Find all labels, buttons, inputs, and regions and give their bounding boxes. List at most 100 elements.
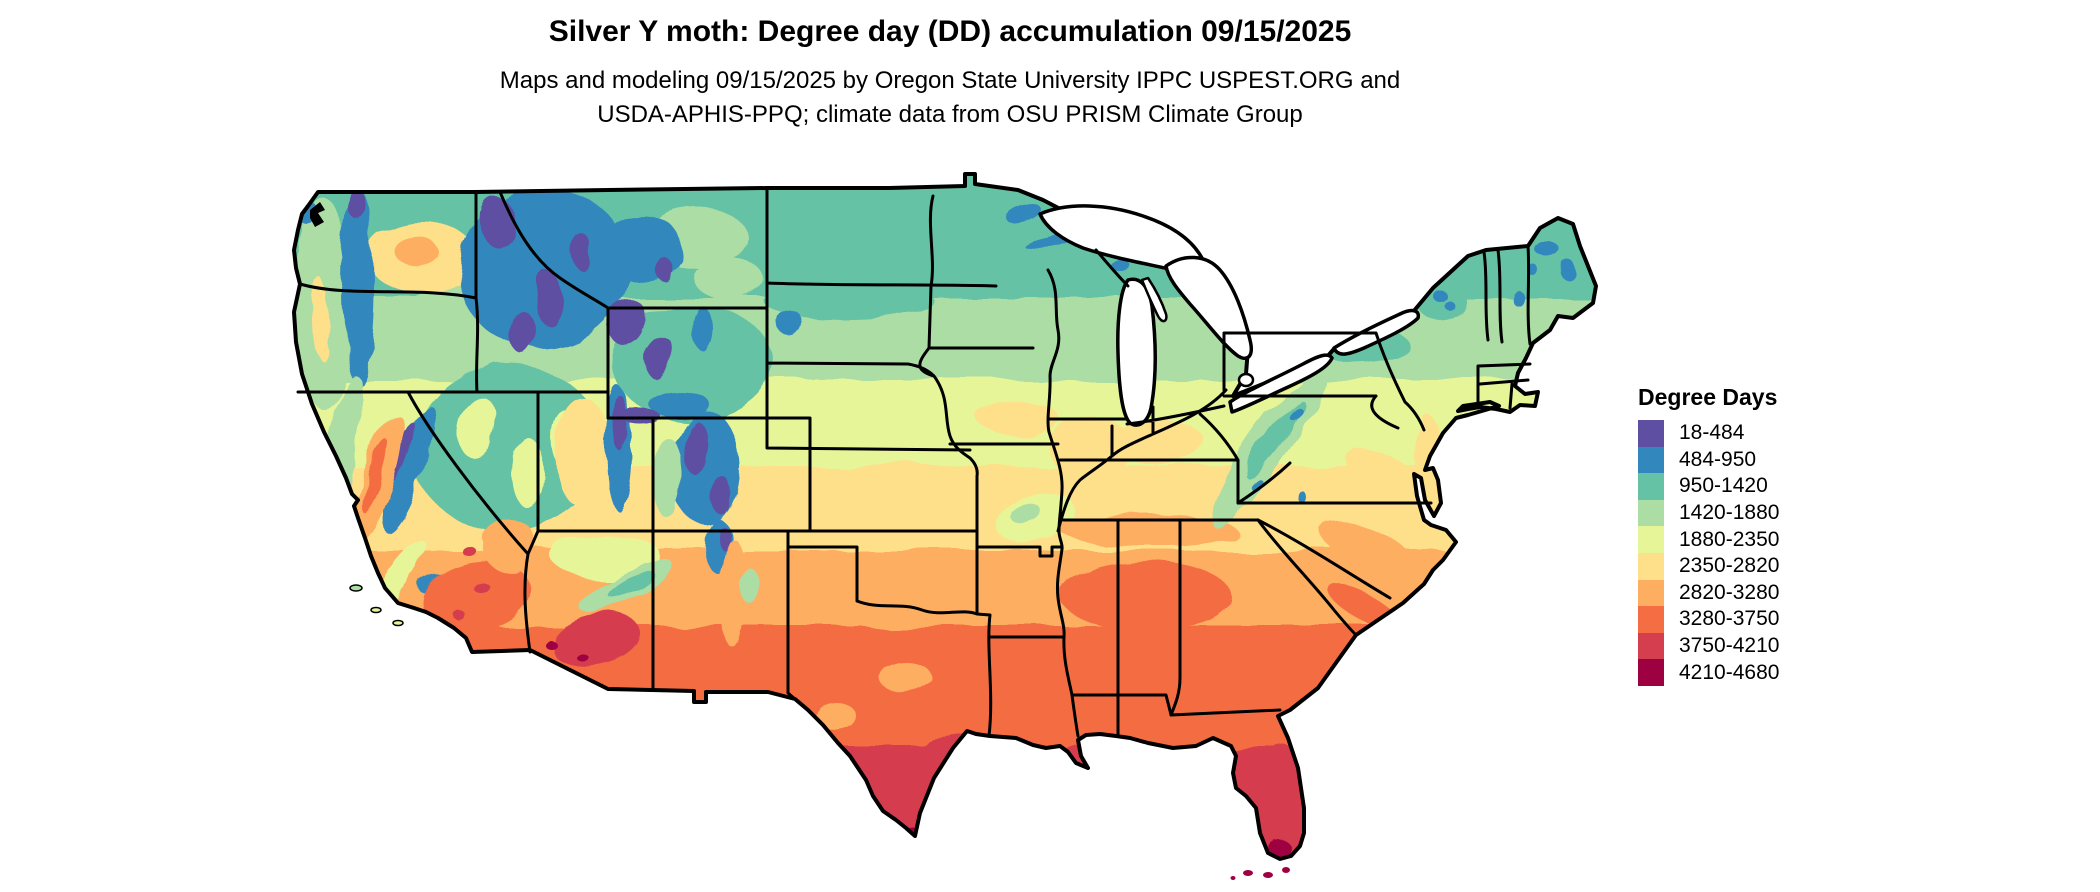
map-color-patch	[472, 580, 488, 592]
map-color-patch	[342, 188, 374, 388]
legend-item: 4210-4680	[1638, 659, 1779, 686]
map-color-patch	[1558, 258, 1574, 278]
map-color-patch	[511, 311, 535, 355]
subtitle-line-1: Maps and modeling 09/15/2025 by Oregon S…	[499, 67, 1401, 94]
legend-swatch	[1638, 579, 1664, 607]
subtitle-line-2: USDA-APHIS-PPQ; climate data from OSU PR…	[597, 101, 1303, 128]
map-color-patch	[1243, 870, 1253, 876]
legend-swatch	[1638, 473, 1664, 500]
map-color-patch	[1345, 449, 1421, 497]
legend-swatch	[1638, 632, 1664, 660]
legend-label: 3750-4210	[1679, 634, 1780, 658]
map-color-patch	[384, 405, 436, 535]
map-color-patch	[1061, 561, 1231, 631]
map-color-patch	[606, 569, 654, 597]
map-color-patch	[542, 638, 554, 646]
map-color-patch	[349, 584, 363, 592]
map-color-patch	[652, 438, 684, 518]
legend-label: 4210-4680	[1679, 660, 1780, 684]
map-color-patch	[1005, 203, 1041, 223]
map-color-patch	[648, 389, 708, 417]
legend-item: 3750-4210	[1638, 632, 1780, 660]
map-color-patch	[920, 729, 968, 767]
map-color-patch	[312, 278, 328, 358]
legend-item: 18-484	[1638, 420, 1779, 447]
degree-days-legend: Degree Days 18-484 484-950 950-1420 1420…	[1638, 384, 1779, 686]
legend-title: Degree Days	[1638, 384, 1778, 410]
map-color-patch	[512, 438, 544, 508]
map-color-patch	[1263, 872, 1273, 878]
legend-swatch	[1638, 499, 1664, 527]
legend-item: 1420-1880	[1638, 499, 1780, 527]
legend-swatch	[1638, 606, 1664, 633]
map-color-patch	[461, 545, 475, 555]
map-color-patch	[713, 476, 731, 516]
map-color-patch	[763, 280, 933, 320]
map-color-patch	[613, 395, 627, 451]
map-color-patch	[655, 256, 671, 280]
map-color-patch	[685, 420, 707, 476]
legend-label: 3280-3750	[1679, 607, 1780, 631]
state-borders	[296, 186, 1532, 738]
map-color-patch	[693, 258, 763, 298]
us-outline	[292, 172, 1598, 861]
map-color-patch	[1247, 400, 1305, 480]
map-color-patch	[421, 560, 531, 632]
map-color-patch	[816, 702, 856, 730]
map-color-patch	[1433, 290, 1447, 302]
legend-label: 1880-2350	[1679, 527, 1780, 551]
puget-sound	[310, 202, 325, 227]
legend-item: 1880-2350	[1638, 526, 1779, 553]
us-map-svg	[292, 172, 1598, 880]
map-color-patch	[1248, 745, 1304, 855]
lake-erie	[1228, 353, 1334, 414]
map-color-patch	[1322, 524, 1414, 572]
map-color-patch	[1445, 301, 1455, 311]
map-color-patch	[396, 239, 440, 267]
legend-label: 1420-1880	[1679, 501, 1780, 525]
map-color-patch	[721, 538, 745, 648]
map-color-patch	[413, 363, 603, 533]
map-color-patch	[370, 606, 382, 614]
map-color-patch	[1113, 263, 1133, 273]
legend-label: 18-484	[1679, 421, 1745, 445]
map-color-patch	[392, 619, 404, 627]
map-color-patch	[608, 298, 648, 348]
legend-label: 2350-2820	[1679, 554, 1780, 578]
lake-st-clair	[1237, 372, 1255, 388]
map-color-patch	[620, 408, 660, 424]
map-color-patch	[294, 626, 1596, 748]
us-degree-day-map	[228, 118, 1638, 890]
islands-and-keys	[349, 584, 1290, 880]
map-color-patch	[646, 339, 674, 377]
legend-swatch	[1638, 526, 1664, 553]
legend-item: 2820-3280	[1638, 579, 1780, 607]
map-color-patch	[1534, 240, 1558, 256]
map-color-patch	[348, 187, 364, 219]
map-color-patch	[482, 520, 538, 572]
map-color-patch	[1528, 264, 1538, 276]
map-subtitle: Maps and modeling 09/15/2025 by Oregon S…	[500, 64, 1400, 132]
map-color-patch	[573, 235, 593, 271]
legend-swatch	[1638, 420, 1664, 447]
map-color-patch	[294, 748, 1596, 859]
map-color-patch	[778, 309, 802, 337]
legend-label: 950-1420	[1679, 474, 1768, 498]
map-color-patch	[603, 216, 683, 280]
map-color-patch	[1289, 406, 1303, 422]
legend-swatch	[1638, 446, 1664, 474]
map-color-patch	[1110, 421, 1206, 465]
map-color-patch	[978, 400, 1058, 436]
map-color-patch	[458, 398, 498, 458]
map-header: Silver Y moth: Degree day (DD) accumulat…	[500, 14, 1400, 132]
legend-swatch	[1638, 659, 1664, 686]
map-color-patch	[1010, 503, 1042, 525]
page-title: Silver Y moth: Degree day (DD) accumulat…	[548, 15, 1352, 48]
map-color-patch	[577, 654, 589, 662]
legend-label: 2820-3280	[1679, 580, 1780, 604]
map-color-patch	[1510, 288, 1522, 304]
map-color-patch	[555, 398, 611, 508]
legend-label: 484-950	[1679, 447, 1757, 471]
map-color-patch	[741, 568, 759, 604]
